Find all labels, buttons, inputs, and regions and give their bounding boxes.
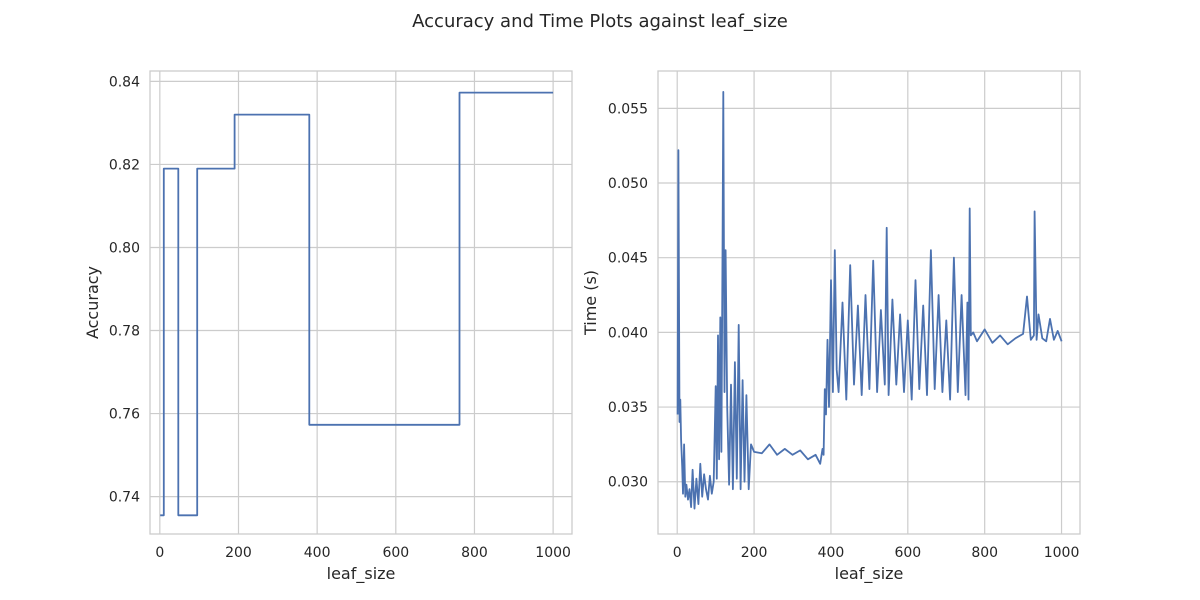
x-tick-label: 1000 [1044, 545, 1080, 561]
x-tick-label: 1000 [535, 545, 571, 561]
x-tick-label: 800 [971, 545, 998, 561]
y-tick-label: 0.80 [109, 240, 140, 256]
y-tick-label: 0.82 [109, 157, 140, 173]
x-tick-label: 200 [225, 545, 252, 561]
y-tick-label: 0.035 [608, 400, 648, 416]
series-line [160, 91, 554, 517]
x-tick-label: 600 [382, 545, 409, 561]
y-tick-label: 0.050 [608, 176, 648, 192]
axes-frame [149, 70, 573, 535]
x-tick-label: 0 [155, 545, 164, 561]
time-chart: 0 200 400 600 800 1000 0.030 0.035 0.040 0.045 0.0… [581, 70, 1081, 584]
figure-title: Accuracy and Time Plots against leaf_siz… [412, 11, 788, 32]
y-axis-label: Accuracy [83, 266, 102, 339]
y-tick-label: 0.055 [608, 101, 648, 117]
y-tick-label: 0.84 [109, 74, 140, 90]
series-line [676, 91, 1063, 510]
x-tick-label: 200 [741, 545, 768, 561]
x-tick-label: 0 [673, 545, 682, 561]
y-tick-label: 0.78 [109, 324, 140, 340]
y-tick-label: 0.74 [109, 490, 140, 506]
y-tick-label: 0.045 [608, 251, 648, 267]
x-axis-label: leaf_size [835, 564, 904, 584]
y-tick-label: 0.030 [608, 475, 648, 491]
x-tick-label: 800 [461, 545, 488, 561]
y-tick-label: 0.76 [109, 407, 140, 423]
accuracy-chart: 0 200 400 600 800 1000 0.74 0.76 0.78 0.80 0.82 0.8… [83, 70, 573, 584]
y-tick-label: 0.040 [608, 325, 648, 341]
x-tick-label: 600 [894, 545, 921, 561]
y-axis-label: Time (s) [581, 270, 600, 336]
x-axis-label: leaf_size [327, 564, 396, 584]
x-tick-label: 400 [304, 545, 331, 561]
axes-frame [657, 70, 1081, 535]
x-tick-label: 400 [818, 545, 845, 561]
